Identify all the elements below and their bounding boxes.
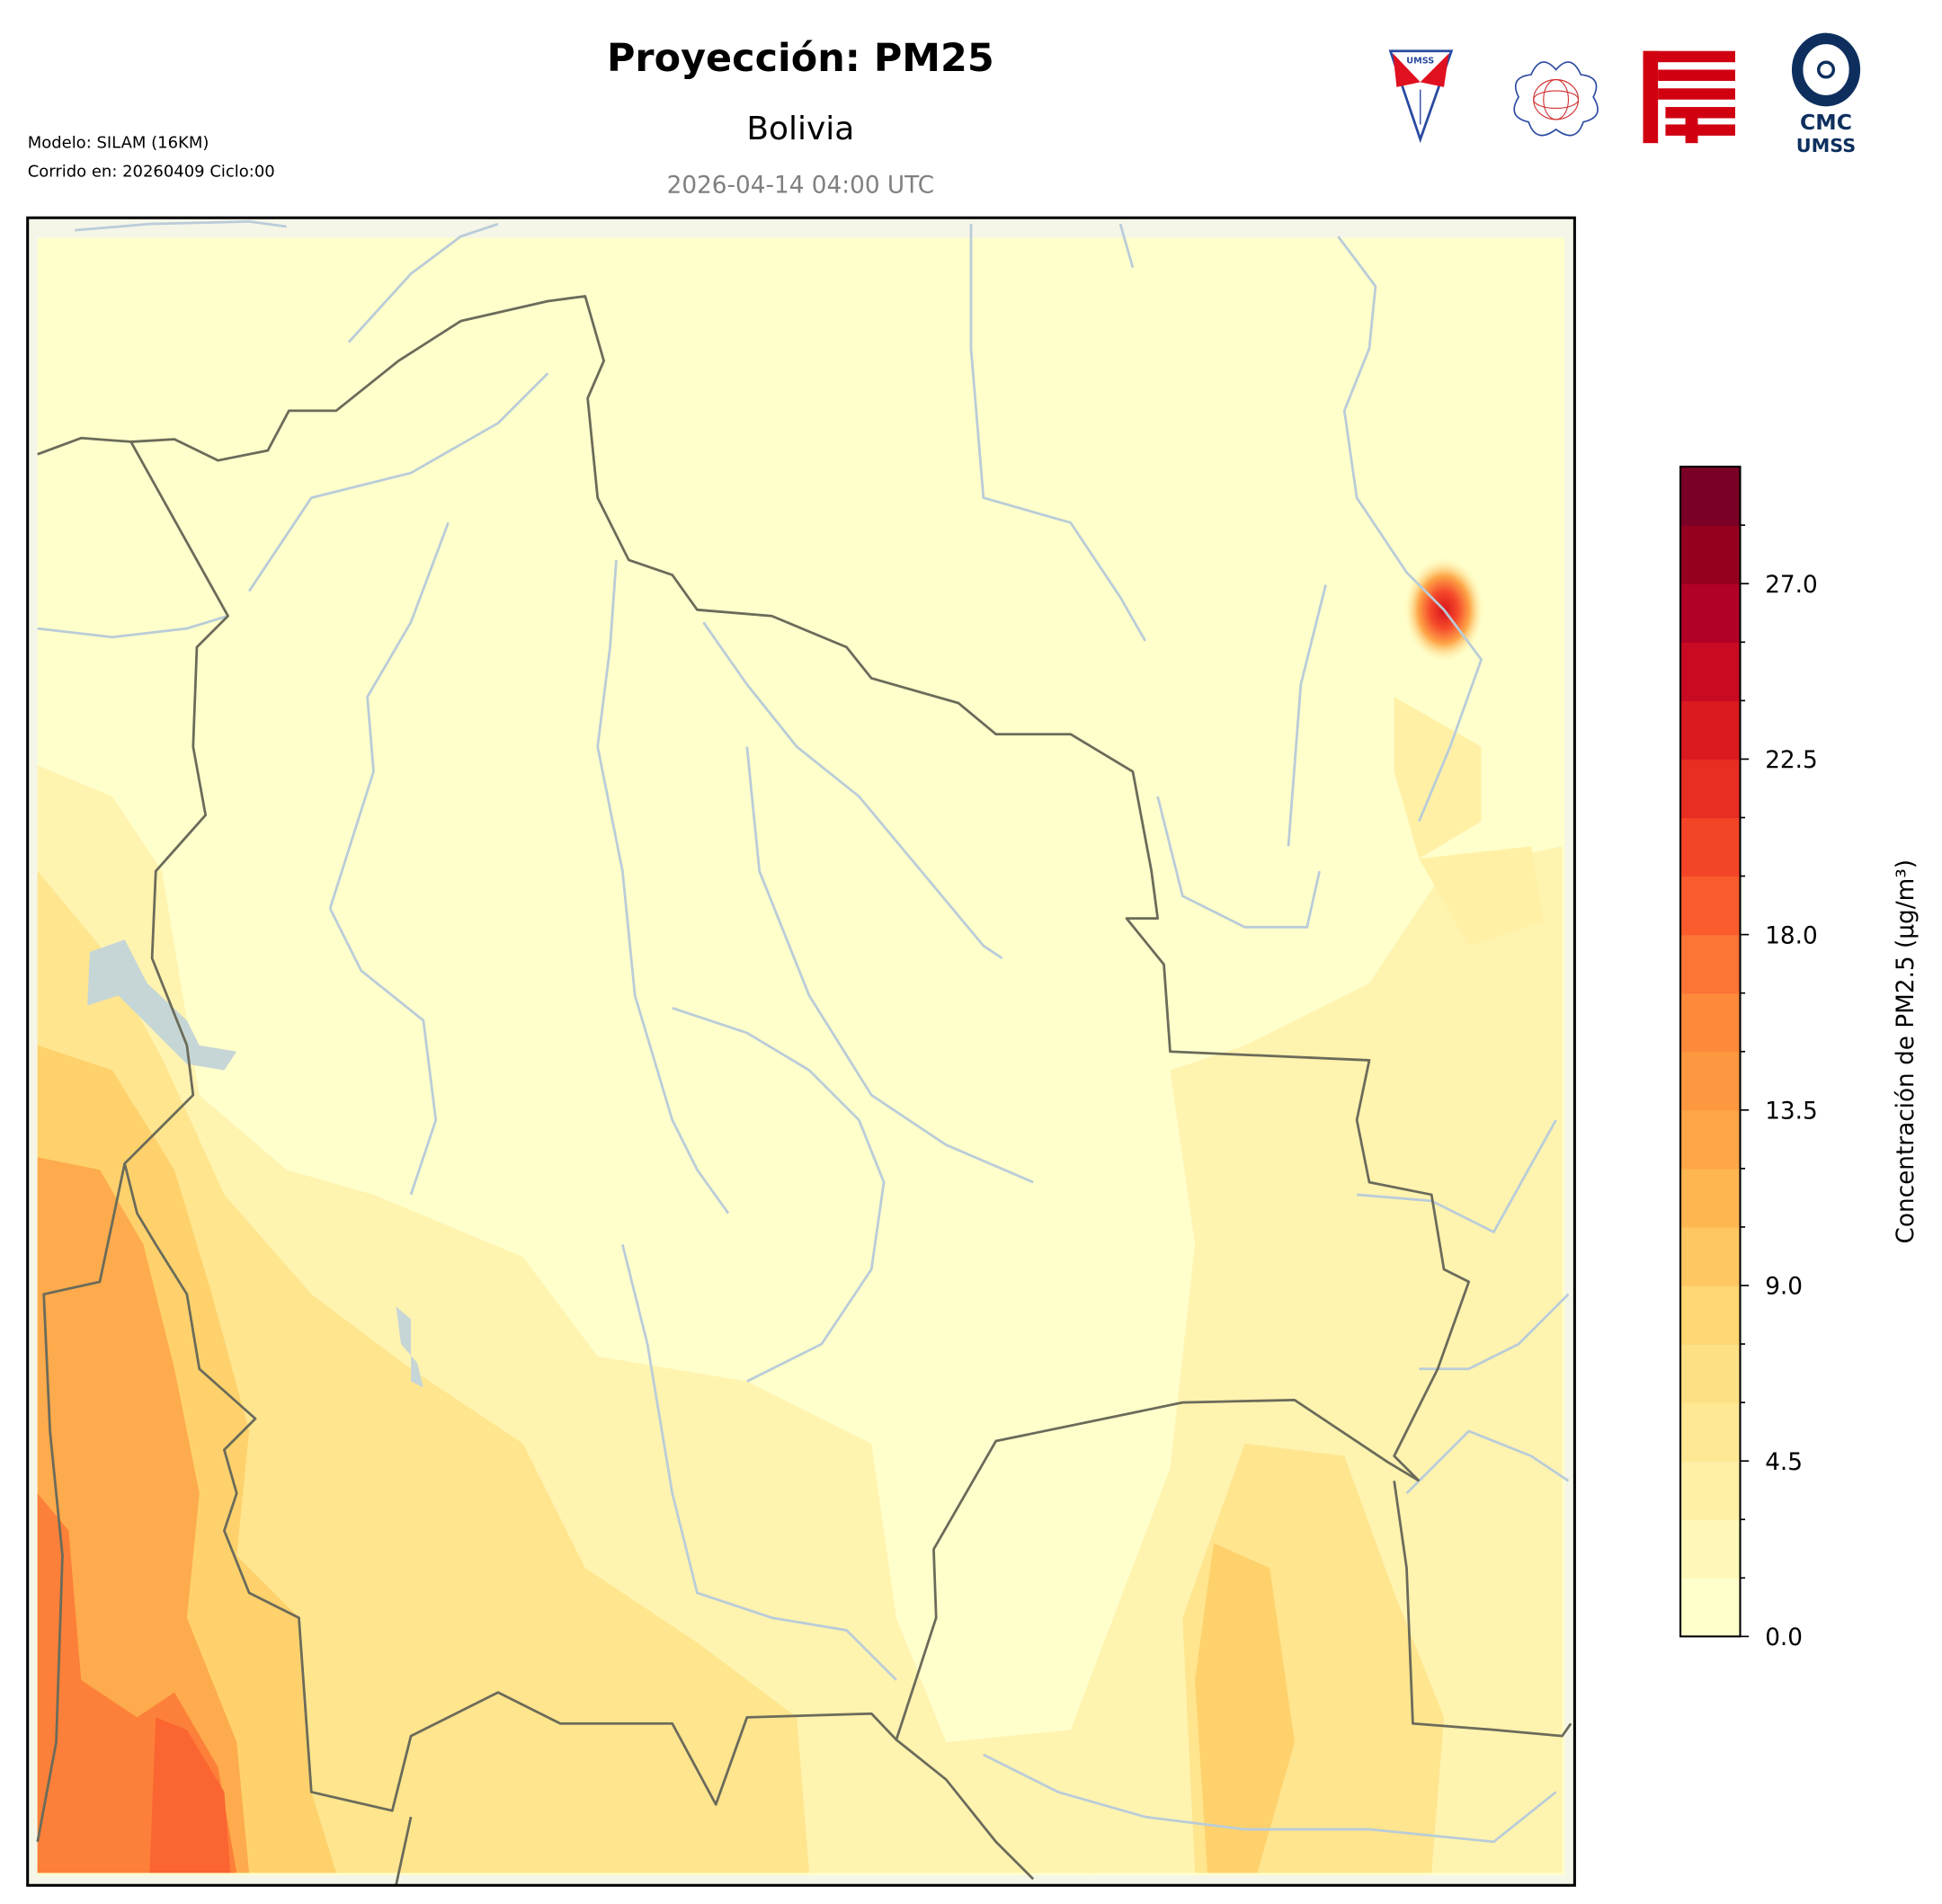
region-subtitle: Bolivia [746,111,854,147]
run-info: Corrido en: 20260409 Ciclo:00 [28,163,275,182]
umss-logo-text: UMSS [1406,57,1434,67]
colorbar-level [1680,1226,1741,1286]
colorbar-level [1680,700,1741,761]
cmc-umss-logo: CMC UMSS [1791,32,1861,156]
colorbar-level [1680,1051,1741,1111]
lake-poopo [396,1306,423,1388]
colorbar-level [1680,759,1741,819]
colorbar-level [1680,1168,1741,1228]
colorbar-level [1680,1344,1741,1403]
umss-text: UMSS [1796,135,1856,156]
model-info: Modelo: SILAM (16KM) [28,134,209,153]
valid-time: 2026-04-14 04:00 UTC [667,173,934,200]
colorbar-level [1680,525,1741,584]
colorbar-level [1680,583,1741,643]
colorbar-level [1680,934,1741,994]
colorbar-level [1680,1109,1741,1170]
colorbar-level [1680,1519,1741,1579]
pm25-map [27,218,1575,1886]
colorbar-level [1680,1461,1741,1520]
colorbar-level [1680,642,1741,702]
country-borders [36,295,1572,1886]
rivers [37,220,1570,1844]
departamento-fisica-seal-logo [1513,61,1599,137]
contour-level-16 [149,1717,231,1873]
lake-titicaca [87,939,237,1071]
umss-pennant-logo: UMSS [1388,49,1454,144]
colorbar-level [1680,1285,1741,1345]
colorbar-tick-label: 18.0 [1765,922,1818,949]
cmc-text: CMC [1800,110,1852,135]
colorbar-level [1680,467,1741,526]
colorbar-tick-label: 13.5 [1765,1098,1818,1125]
colorbar-tick-label: 4.5 [1765,1449,1803,1476]
colorbar-level [1680,817,1741,877]
colorbar-label: Concentración de PM2.5 (µg/m³) [1893,859,1920,1243]
colorbar-tick-label: 9.0 [1765,1274,1803,1301]
colorbar-tick-label: 0.0 [1765,1624,1803,1651]
colorbar: 0.0 4.5 9.0 13.5 18.0 22.5 27.0 [1679,466,1818,1651]
colorbar-level [1680,876,1741,936]
colorbar-level [1680,1402,1741,1462]
colorbar-tick-label: 22.5 [1765,747,1818,774]
map-frame [26,216,1576,1887]
colorbar-level [1680,992,1741,1053]
contour-level-8-east [1195,1543,1295,1873]
colorbar-level [1680,1578,1741,1638]
colorbar-tick-label: 27.0 [1765,572,1818,599]
fcyt-logo [1643,50,1735,144]
contour-level-5-ne [1394,697,1544,947]
figure-title: Proyección: PM25 [607,36,994,81]
